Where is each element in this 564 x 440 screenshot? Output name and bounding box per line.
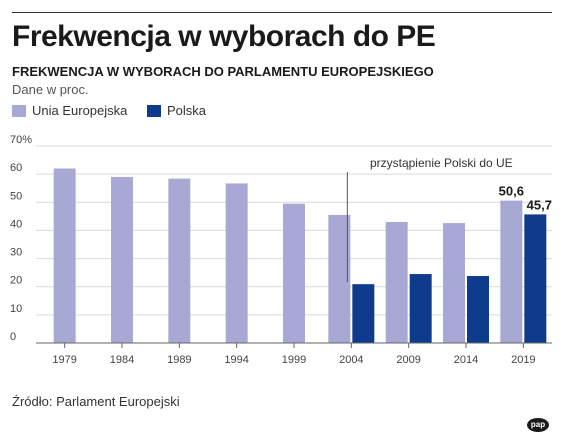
- bar-eu-1999: [283, 203, 305, 343]
- legend-label-eu: Unia Europejska: [32, 103, 128, 118]
- annotation-label: przystąpienie Polski do UE: [370, 156, 513, 170]
- x-tick-label: 1994: [224, 354, 248, 366]
- top-rule: [12, 12, 552, 13]
- y-tick-label: 60: [10, 162, 22, 174]
- bar-eu-1989: [168, 178, 191, 343]
- x-tick-label: 1999: [282, 354, 306, 366]
- value-label: 50,6: [499, 184, 524, 199]
- y-tick-label: 20: [10, 275, 22, 287]
- x-tick-label: 1989: [167, 354, 191, 366]
- y-tick-label: 10: [10, 303, 22, 315]
- y-tick-label: 30: [10, 247, 22, 259]
- x-tick-label: 2014: [454, 354, 478, 366]
- bar-eu-1979: [53, 168, 76, 343]
- bar-eu-1984: [111, 176, 133, 343]
- chart-title: Frekwencja w wyborach do PE: [12, 20, 436, 53]
- value-label: 45,7: [527, 197, 552, 212]
- bar-poland-2009: [409, 274, 432, 343]
- bar-poland-2004: [352, 284, 375, 343]
- pap-logo: pap: [527, 418, 549, 432]
- y-tick-label: 50: [10, 190, 22, 202]
- x-tick-label: 1979: [52, 354, 76, 366]
- y-tick-label: 40: [10, 218, 22, 230]
- chart-subtitle: FREKWENCJA W WYBORACH DO PARLAMENTU EURO…: [12, 64, 434, 79]
- x-tick-label: 2019: [511, 354, 535, 366]
- x-tick-label: 2009: [396, 354, 420, 366]
- bar-poland-2014: [467, 276, 489, 343]
- x-tick-label: 2004: [339, 354, 363, 366]
- bar-poland-2019: [524, 214, 547, 343]
- x-tick-label: 1984: [110, 354, 134, 366]
- source-note: Źródło: Parlament Europejski: [12, 394, 180, 409]
- bar-eu-2004: [328, 214, 351, 343]
- bar-eu-2009: [385, 221, 408, 343]
- bar-eu-2019: [500, 200, 523, 343]
- legend-swatch-poland: [147, 105, 161, 117]
- legend-swatch-eu: [12, 105, 26, 117]
- bar-eu-1994: [225, 183, 248, 343]
- bar-chart: 0 10 20 30 40 50 60 70% 1979 1984 1989 1994 1999 2004…: [10, 134, 552, 366]
- y-tick-label: 0: [10, 331, 16, 343]
- legend-label-poland: Polska: [167, 103, 207, 118]
- unit-note: Dane w proc.: [12, 82, 89, 97]
- bar-eu-2014: [443, 223, 465, 343]
- y-tick-label: 70%: [10, 134, 32, 146]
